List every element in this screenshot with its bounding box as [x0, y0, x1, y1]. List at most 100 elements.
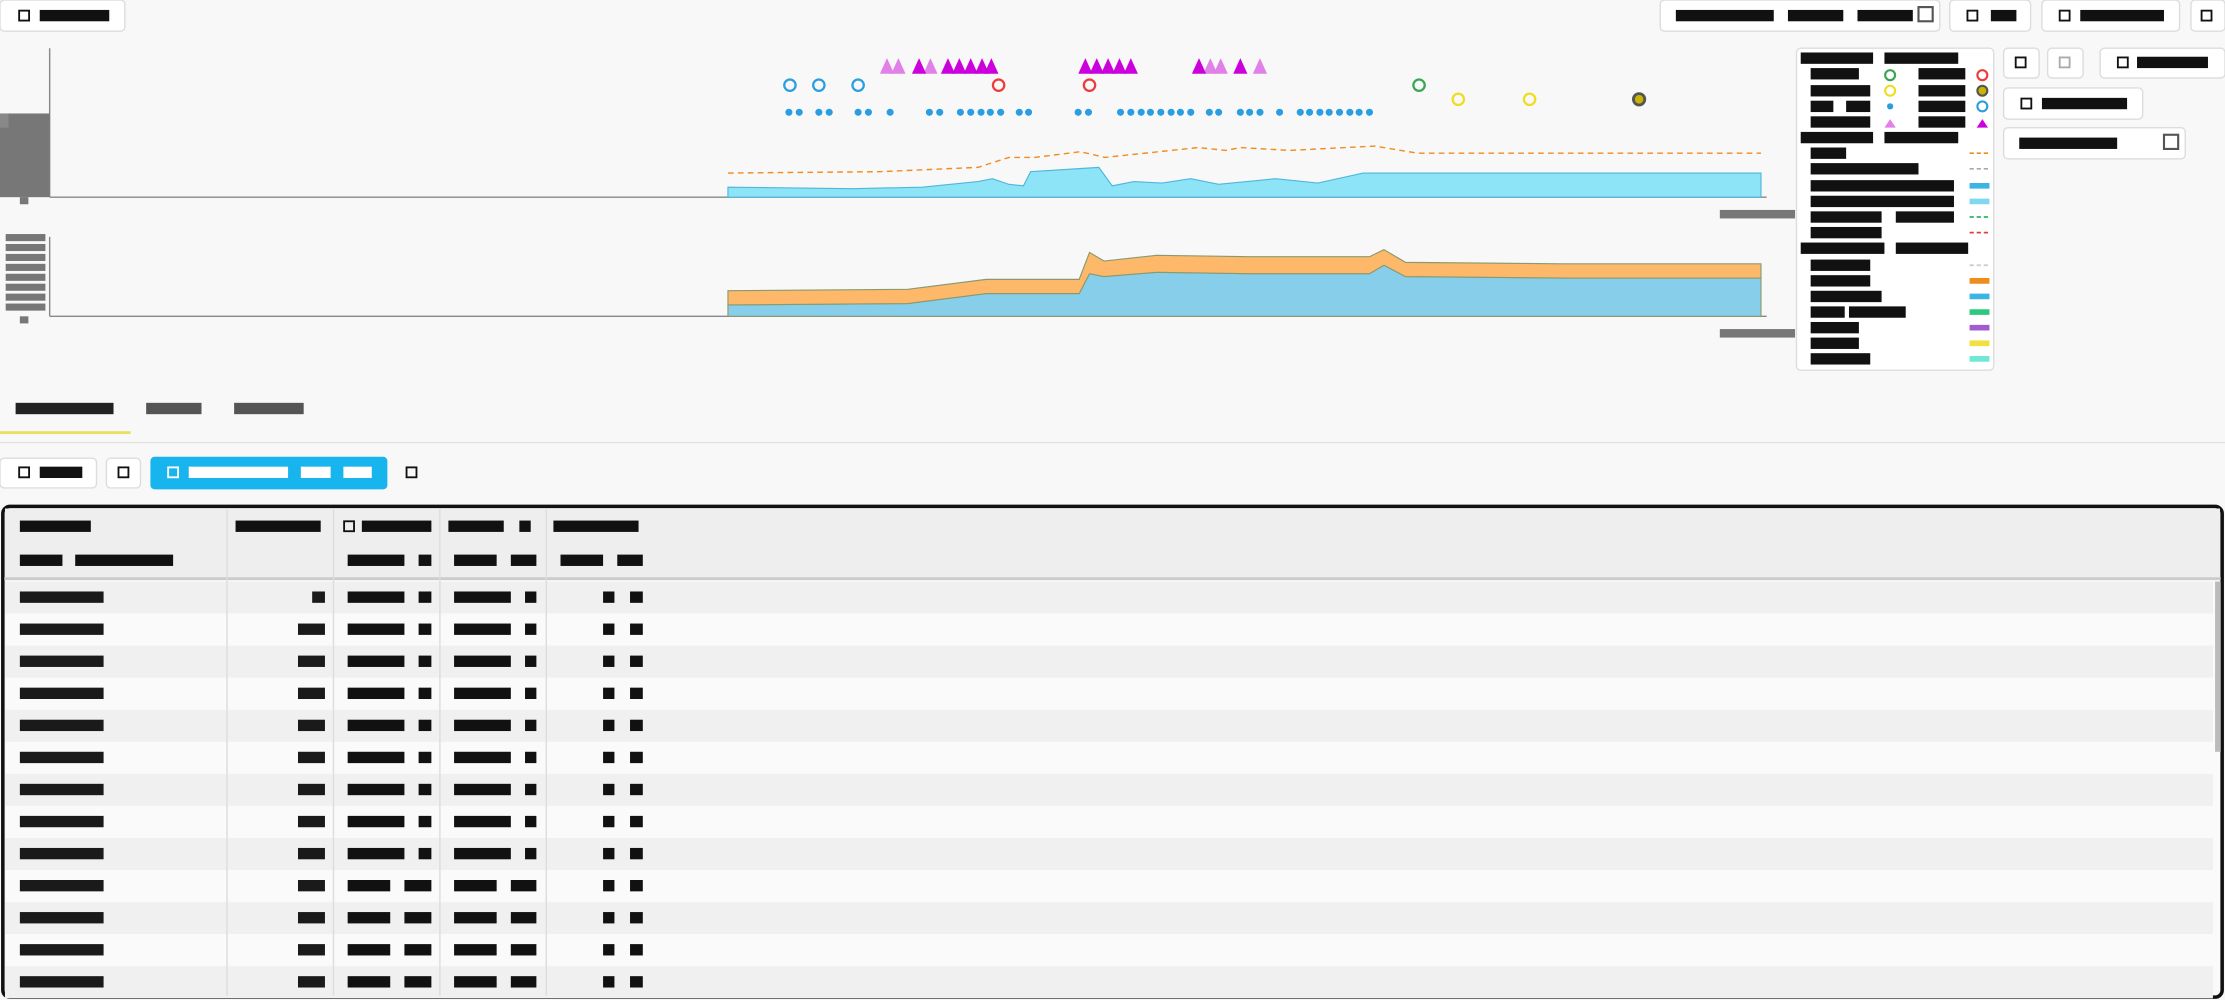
redacted-text — [2080, 9, 2164, 22]
marker — [1146, 108, 1155, 116]
redacted-text — [19, 847, 104, 860]
area — [727, 166, 1762, 198]
redacted-text — [19, 591, 104, 603]
marker — [1167, 108, 1175, 116]
redacted-text — [603, 687, 615, 700]
redacted-text — [454, 880, 497, 892]
redacted-text — [454, 719, 511, 732]
line — [727, 145, 1761, 174]
y-axis-block — [0, 113, 9, 128]
button[interactable] — [105, 457, 142, 489]
redacted-text — [1895, 211, 1954, 223]
redacted-text — [1810, 116, 1871, 128]
legend-icon — [1976, 100, 1989, 113]
tab-indicator — [0, 431, 131, 435]
redacted-text — [146, 402, 202, 415]
redacted-text — [519, 520, 531, 532]
redacted-text — [1810, 226, 1882, 239]
redacted-text — [39, 466, 83, 479]
redacted-text — [347, 655, 405, 667]
table-row — [4, 773, 2213, 806]
legend-icon — [1884, 84, 1897, 97]
redacted-text — [361, 520, 432, 532]
checkbox-icon — [2058, 56, 2071, 69]
redacted-text — [347, 944, 391, 956]
marker — [825, 108, 833, 116]
redacted-text — [630, 976, 643, 988]
redacted-text — [454, 554, 497, 566]
redacted-text — [418, 719, 432, 732]
redacted-text — [510, 912, 537, 924]
table-row — [4, 741, 2213, 774]
redacted-text — [1810, 85, 1871, 97]
redacted-text — [312, 591, 325, 603]
marker — [974, 58, 990, 74]
marker — [815, 108, 823, 116]
table-row — [4, 805, 2213, 839]
marker — [851, 78, 865, 92]
area — [727, 249, 1762, 306]
redacted-text — [630, 783, 643, 796]
redacted-text — [454, 944, 497, 956]
redacted-text — [2137, 56, 2208, 69]
y-axis-block — [5, 253, 46, 261]
redacted-text — [347, 687, 405, 700]
marker — [1365, 108, 1374, 116]
redacted-text — [1848, 306, 1906, 318]
redacted-text — [603, 783, 615, 796]
scrollbar[interactable] — [2215, 581, 2221, 752]
marker — [956, 108, 964, 116]
checkbox-icon — [1966, 9, 1979, 22]
table-row — [4, 902, 2213, 935]
marker — [1074, 108, 1082, 116]
redacted-text — [297, 783, 325, 796]
redacted-text — [1810, 68, 1859, 80]
marker — [1015, 108, 1023, 116]
redacted-text — [297, 815, 325, 828]
marker — [911, 58, 927, 74]
redacted-text — [297, 655, 325, 667]
redacted-text — [454, 783, 511, 796]
y-axis-block — [5, 303, 46, 311]
redacted-text — [630, 623, 643, 635]
redacted-text — [510, 944, 537, 956]
marker — [991, 78, 1006, 92]
marker — [1451, 92, 1466, 107]
redacted-text — [2041, 97, 2128, 110]
redacted-text — [418, 847, 432, 860]
redacted-text — [630, 655, 643, 667]
marker — [1306, 108, 1314, 116]
redacted-text — [525, 783, 537, 796]
legend-icon — [1976, 84, 1989, 97]
redacted-text — [347, 554, 405, 566]
redacted-text — [347, 783, 405, 796]
redacted-text — [2019, 137, 2118, 149]
redacted-text — [454, 687, 511, 700]
marker — [886, 108, 894, 116]
table-row — [4, 677, 2213, 710]
redacted-text — [1918, 100, 1966, 113]
marker — [812, 78, 826, 92]
redacted-text — [617, 554, 643, 566]
button[interactable] — [2002, 47, 2040, 79]
redacted-text — [1810, 195, 1954, 208]
redacted-text — [347, 880, 391, 892]
checkbox-icon — [2200, 9, 2213, 22]
redacted-text — [603, 815, 615, 828]
redacted-text — [454, 591, 511, 603]
marker — [1276, 108, 1284, 116]
marker — [1176, 108, 1184, 116]
redacted-text — [1884, 52, 1959, 64]
redacted-text — [630, 687, 643, 700]
charts — [727, 58, 1762, 317]
redacted-text — [1857, 9, 1913, 22]
marker — [940, 58, 956, 74]
button[interactable] — [2190, 0, 2225, 32]
button[interactable] — [1949, 0, 2032, 32]
button[interactable] — [2046, 47, 2084, 79]
redacted-text — [1800, 52, 1874, 64]
redacted-text — [39, 9, 110, 22]
checkbox-icon — [343, 520, 355, 533]
redacted-text — [19, 912, 104, 924]
